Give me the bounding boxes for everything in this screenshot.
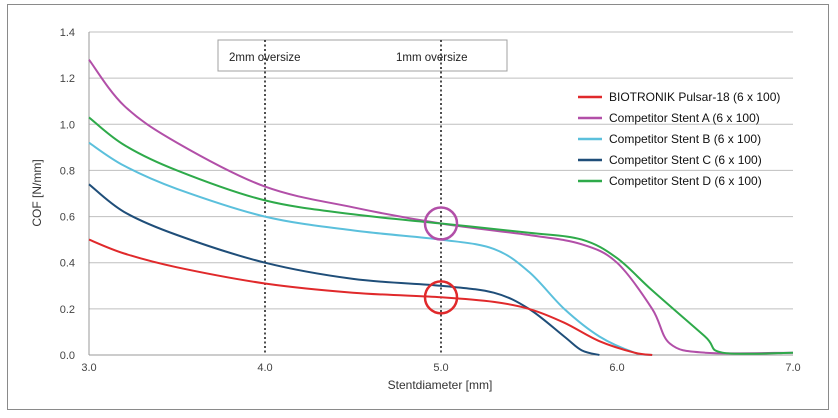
y-tick-label: 0.0 [60, 350, 75, 362]
series-line-competitor-d [88, 116, 794, 355]
y-tick-labels: 0.0 0.2 0.4 0.6 0.8 1.0 1.2 1.4 [60, 27, 75, 362]
y-tick-label: 1.0 [60, 119, 75, 131]
circle-red [423, 280, 459, 315]
legend-label: Competitor Stent D (6 x 100) [609, 174, 762, 188]
circle-purple [423, 206, 459, 241]
series-line-competitor-c [88, 183, 600, 356]
legend-label: Competitor Stent C (6 x 100) [609, 153, 762, 167]
series-line-biotronik [88, 238, 653, 356]
x-tick-labels: 3.0 4.0 5.0 6.0 7.0 [81, 362, 800, 374]
y-axis-title: COF [N/mm] [30, 159, 44, 226]
legend-label: BIOTRONIK Pulsar-18 (6 x 100) [609, 90, 780, 104]
chart-frame [7, 4, 829, 410]
oversize-label: 2mm oversize [229, 52, 301, 64]
series-lines [88, 59, 794, 356]
series-line-competitor-a [88, 59, 794, 355]
oversize-label-box [217, 39, 508, 72]
annotations: 2mm oversize 1mm oversize [217, 39, 508, 355]
x-tick-label: 3.0 [81, 362, 96, 374]
x-tick-label: 5.0 [433, 362, 448, 374]
y-tick-label: 1.4 [60, 27, 75, 39]
y-tick-label: 1.2 [60, 73, 75, 85]
x-axis-title: Stentdiameter [mm] [388, 378, 493, 392]
legend-label: Competitor Stent B (6 x 100) [609, 132, 761, 146]
legend: BIOTRONIK Pulsar-18 (6 x 100) Competitor … [578, 90, 780, 188]
x-tick-label: 6.0 [609, 362, 624, 374]
y-tick-label: 0.6 [60, 212, 75, 224]
series-line-competitor-b [88, 141, 653, 356]
legend-label: Competitor Stent A (6 x 100) [609, 111, 760, 125]
y-tick-label: 0.2 [60, 304, 75, 316]
x-tick-label: 7.0 [785, 362, 800, 374]
y-tick-label: 0.4 [60, 258, 75, 270]
highlight-circles [423, 206, 459, 315]
oversize-label: 1mm oversize [396, 52, 468, 64]
x-tick-label: 4.0 [257, 362, 272, 374]
y-tick-label: 0.8 [60, 165, 75, 177]
grid-lines [88, 31, 793, 356]
